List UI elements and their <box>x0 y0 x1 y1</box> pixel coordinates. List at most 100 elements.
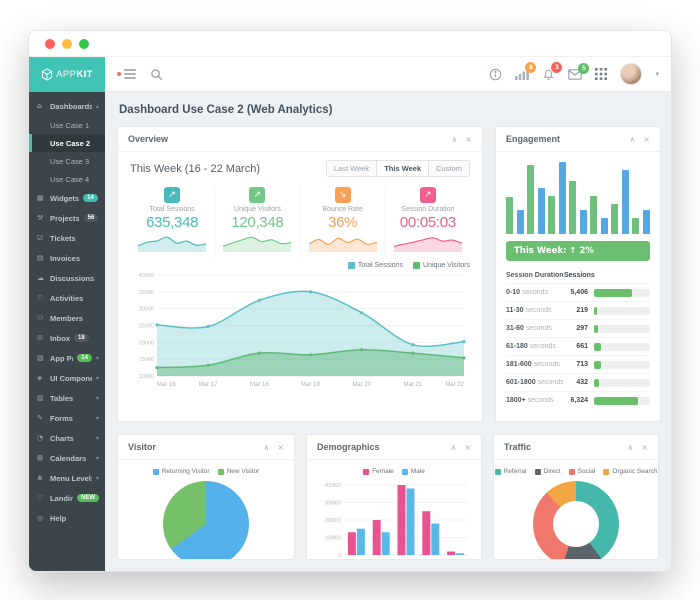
stat-total-sessions: ↗ Total Sessions 635,348 <box>130 185 214 258</box>
sidebar-item-widgets[interactable]: ▦ Widgets 14 <box>29 188 105 208</box>
sidebar-item-projects[interactable]: ⚒ Projects 56 <box>29 208 105 228</box>
sidebar-badge: NEW <box>77 493 99 503</box>
svg-text:18-24: 18-24 <box>349 559 363 560</box>
sidebar-item-use-case-1[interactable]: Use Case 1 <box>29 116 105 134</box>
app-logo[interactable]: APPKIT <box>29 57 105 92</box>
menu-toggle-dot <box>117 72 121 76</box>
demographics-close-icon[interactable]: × <box>464 442 471 452</box>
demo-bar-female <box>447 551 456 555</box>
search-icon[interactable] <box>150 68 163 81</box>
sessions-value: 432 <box>576 379 588 386</box>
traffic-close-icon[interactable]: × <box>641 442 648 452</box>
duration-label: 181-600 seconds <box>506 361 560 368</box>
duration-label: 31-60 seconds <box>506 325 552 332</box>
svg-text:35000: 35000 <box>139 290 154 296</box>
sidebar-item-menu-levels[interactable]: ⋔ Menu Levels ▾ <box>29 468 105 488</box>
sidebar-item-label: Use Case 1 <box>50 120 90 130</box>
duration-label: 1800+ seconds <box>506 397 554 404</box>
apps-grid-button[interactable] <box>595 68 608 80</box>
sidebar-item-inbox[interactable]: ✉ Inbox 18 <box>29 328 105 348</box>
sidebar-item-discussions[interactable]: ☁ Discussions <box>29 268 105 288</box>
legend-item-total-sessions: Total Sessions <box>347 262 403 269</box>
sidebar-item-members[interactable]: ⚇ Members <box>29 308 105 328</box>
stat-label: Unique Visitors <box>233 206 281 213</box>
sidebar-item-app-pages[interactable]: ▧ App Pages 14▾ <box>29 348 105 368</box>
visitor-close-icon[interactable]: × <box>277 442 284 452</box>
sessions-bar <box>594 324 598 333</box>
stats-row: ↗ Total Sessions 635,348 ↗ Unique Visitors 12… <box>130 185 470 258</box>
sidebar-item-help[interactable]: ◎ Help <box>29 508 105 528</box>
overview-panel: Overview ∧ × This Week (16 - 22 March) La… <box>117 126 483 422</box>
engagement-title: Engagement <box>506 134 561 144</box>
demo-bar-female <box>347 532 356 555</box>
legend-swatch <box>152 468 159 475</box>
avatar <box>620 63 643 85</box>
inbox-icon: ✉ <box>37 334 43 342</box>
sessions-value: 661 <box>576 343 588 350</box>
window-minimize-button[interactable] <box>62 38 72 49</box>
window-close-button[interactable] <box>45 38 55 49</box>
traffic-collapse-icon[interactable]: ∧ <box>627 442 634 452</box>
engagement-bar <box>506 197 513 234</box>
sidebar-item-label: Menu Levels <box>50 473 92 483</box>
stat-label: Total Sessions <box>149 206 195 213</box>
sidebar-item-label: Help <box>50 513 67 523</box>
svg-text:65+: 65+ <box>451 559 460 560</box>
sidebar-item-ui-components[interactable]: ◈ UI Components▾ <box>29 368 105 388</box>
sidebar-item-calendars[interactable]: ⊞ Calendars ▾ <box>29 448 105 468</box>
engagement-bar <box>590 195 598 234</box>
window-titlebar <box>29 31 671 57</box>
user-menu-caret-icon: ▾ <box>655 70 659 78</box>
overview-collapse-icon[interactable]: ∧ <box>451 134 458 144</box>
engagement-close-icon[interactable]: × <box>643 134 650 144</box>
engagement-collapse-icon[interactable]: ∧ <box>629 134 636 144</box>
svg-text:100000: 100000 <box>324 536 341 542</box>
window-maximize-button[interactable] <box>79 38 89 49</box>
sidebar-item-dashboards[interactable]: ⌂ Dashboards ▴ <box>29 96 105 116</box>
svg-text:Mar 20: Mar 20 <box>352 382 371 388</box>
sidebar-badge: 18 <box>74 333 89 343</box>
svg-text:25000: 25000 <box>139 324 154 330</box>
info-button[interactable] <box>489 68 502 81</box>
forms-icon: ✎ <box>37 414 43 422</box>
sidebar-item-label: Dashboards <box>50 101 92 111</box>
demographics-collapse-icon[interactable]: ∧ <box>450 442 457 452</box>
traffic-title: Traffic <box>504 442 532 452</box>
sidebar-item-activities[interactable]: ⚐ Activities <box>29 288 105 308</box>
sidebar-item-label: Landing Page <box>50 493 73 503</box>
sidebar-item-use-case-3[interactable]: Use Case 3 <box>29 152 105 170</box>
range-button-last-week[interactable]: Last Week <box>326 161 377 176</box>
sidebar-item-use-case-4[interactable]: Use Case 4 <box>29 170 105 188</box>
demographics-panel: Demographics ∧ × Female Male 0 100000 200000… <box>306 434 482 560</box>
demo-bar-male <box>381 532 390 555</box>
sidebar-item-landing-page[interactable]: ♡ Landing Page NEW <box>29 488 105 508</box>
legend-item-social: Social <box>568 468 595 475</box>
svg-text:Mar 19: Mar 19 <box>301 382 320 388</box>
sparkline <box>137 236 207 252</box>
sidebar-item-tickets[interactable]: ☑ Tickets <box>29 228 105 248</box>
sidebar-item-invoices[interactable]: ▤ Invoices <box>29 248 105 268</box>
sidebar-item-tables[interactable]: ▥ Tables ▾ <box>29 388 105 408</box>
visitor-collapse-icon[interactable]: ∧ <box>263 442 270 452</box>
menu-toggle-button[interactable] <box>117 67 136 81</box>
legend-swatch <box>217 468 224 475</box>
engagement-bar <box>527 165 535 234</box>
projects-icon: ⚒ <box>37 214 44 222</box>
legend-swatch <box>347 262 355 269</box>
sidebar-item-charts[interactable]: ◔ Charts ▾ <box>29 428 105 448</box>
stat-label: Bounce Rate <box>322 206 363 213</box>
svg-text:35-44: 35-44 <box>399 559 413 560</box>
messages-button[interactable]: 5 <box>568 62 590 80</box>
trend-up-icon: ↗ <box>419 187 436 203</box>
demo-bar-male <box>431 523 440 555</box>
user-menu[interactable] <box>620 63 643 85</box>
legend-swatch <box>413 262 421 269</box>
sidebar-item-use-case-2[interactable]: Use Case 2 <box>29 134 105 152</box>
sidebar-item-label: UI Components <box>50 373 92 383</box>
range-button-this-week[interactable]: This Week <box>376 161 429 176</box>
overview-close-icon[interactable]: × <box>465 134 472 144</box>
sidebar-item-forms[interactable]: ✎ Forms ▾ <box>29 408 105 428</box>
stats-button[interactable]: 8 <box>515 62 537 80</box>
range-button-custom[interactable]: Custom <box>428 161 469 176</box>
notifications-button[interactable]: 3 <box>542 61 563 81</box>
